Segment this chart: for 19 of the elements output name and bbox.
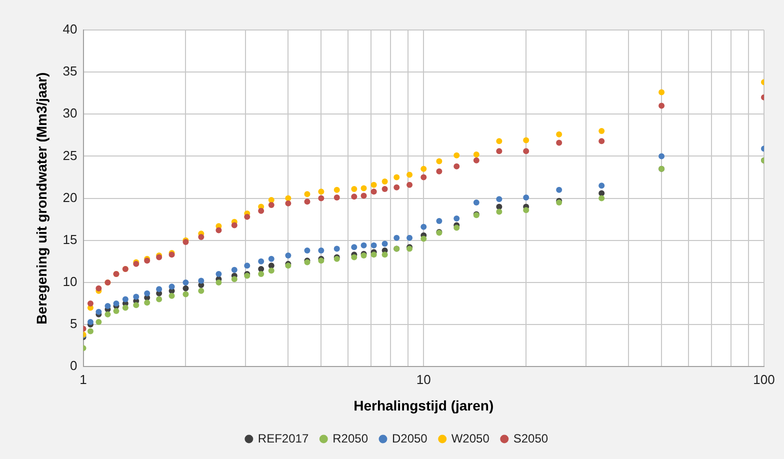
- x-tick-label: 100: [753, 372, 775, 387]
- y-tick-label: 25: [62, 148, 78, 163]
- x-tick-label: 10: [416, 372, 431, 387]
- legend-label: R2050: [332, 431, 368, 446]
- x-axis-title: Herhalingstijd (jaren): [354, 397, 494, 414]
- y-tick-label: 10: [62, 274, 78, 290]
- y-tick-label: 5: [70, 316, 78, 332]
- y-tick-label: 30: [62, 106, 78, 121]
- legend-label: W2050: [451, 431, 490, 446]
- x-tick-label: 1: [80, 372, 87, 387]
- y-tick-label: 20: [62, 190, 78, 205]
- y-tick-label: 0: [70, 358, 78, 374]
- y-tick-label: 35: [62, 64, 78, 79]
- legend-label: D2050: [392, 431, 428, 446]
- y-tick-label: 40: [62, 22, 78, 37]
- y-axis-title: Beregening uit grondwater (Mm3/jaar): [33, 72, 50, 324]
- legend-label: S2050: [513, 431, 548, 446]
- legend-label: REF2017: [258, 431, 309, 446]
- y-tick-label: 15: [62, 232, 78, 247]
